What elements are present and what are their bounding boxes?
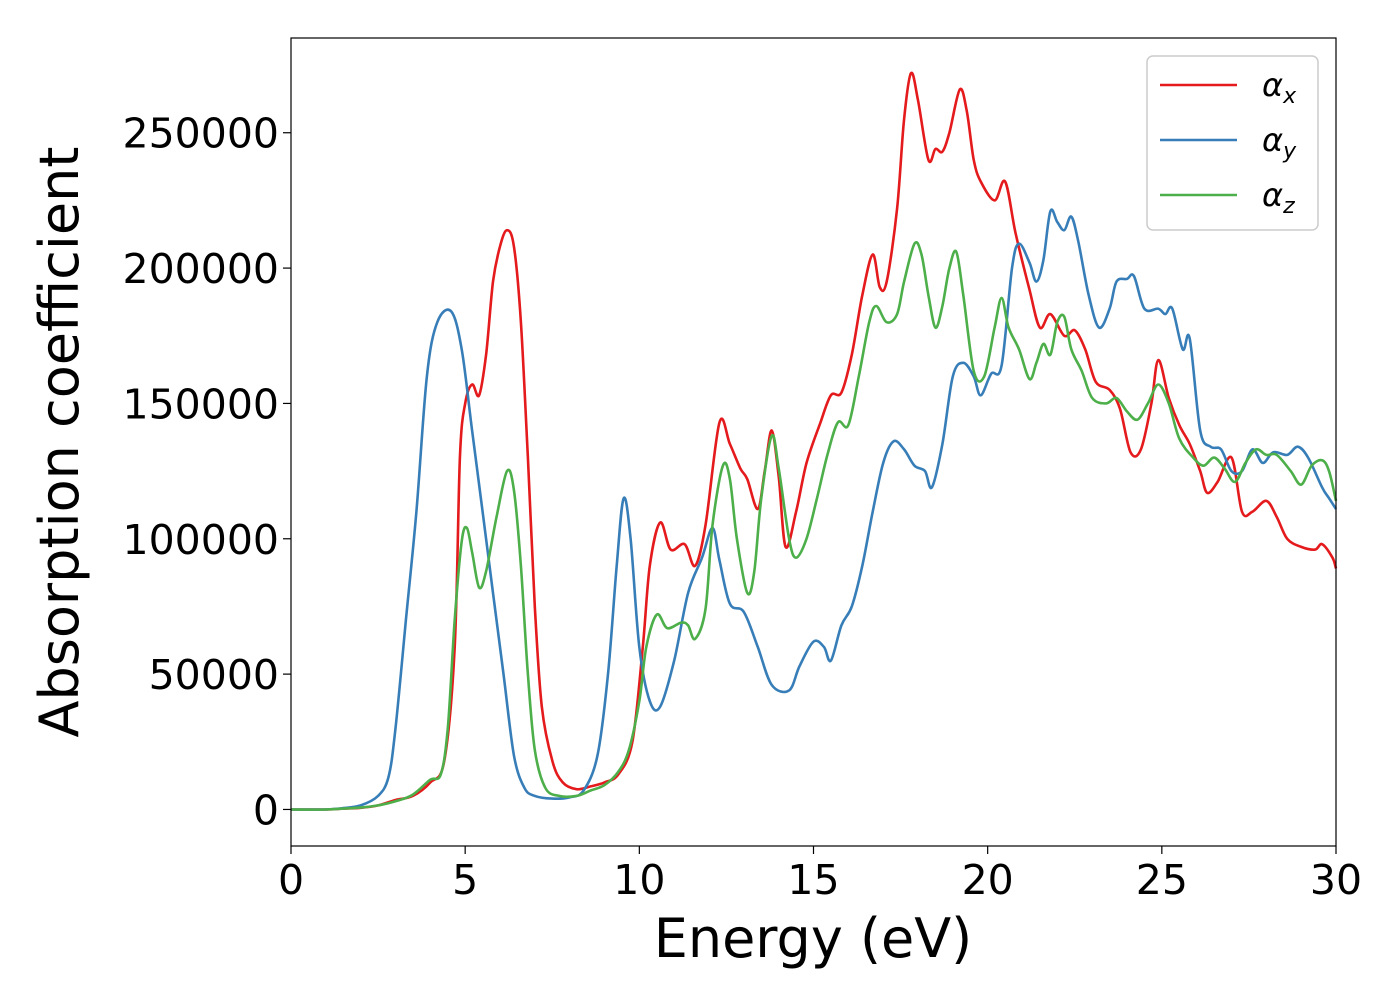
series-layer [290, 71, 1338, 811]
y-axis-ticks: 0 50000 100000 150000 200000 250000 [122, 110, 291, 834]
legend: αx αy αz [1146, 55, 1319, 231]
series-line-y [290, 208, 1338, 811]
x-tick-label: 30 [1310, 856, 1362, 904]
y-tick-label: 0 [253, 786, 279, 834]
legend-box [1146, 55, 1319, 231]
y-tick-label: 100000 [122, 516, 279, 564]
x-tick-label: 20 [962, 856, 1014, 904]
y-tick-label: 50000 [149, 651, 279, 699]
x-tick-label: 15 [787, 856, 839, 904]
y-tick-label: 150000 [122, 380, 279, 428]
x-tick-label: 5 [452, 856, 478, 904]
x-tick-label: 25 [1136, 856, 1188, 904]
x-tick-label: 10 [613, 856, 665, 904]
legend-label-y: αy [1262, 121, 1297, 164]
x-axis-label: Energy (eV) [654, 907, 973, 970]
y-tick-label: 200000 [122, 245, 279, 293]
legend-label-z: αz [1262, 176, 1295, 219]
x-axis-ticks: 0 5 10 15 20 25 30 [278, 846, 1362, 904]
series-line-z [290, 240, 1338, 811]
series-line-x [290, 71, 1338, 811]
y-tick-label: 250000 [122, 110, 279, 158]
legend-label-x: αx [1262, 66, 1297, 109]
x-tick-label: 0 [278, 856, 304, 904]
y-axis-label: Absorption coefficient [28, 147, 91, 738]
